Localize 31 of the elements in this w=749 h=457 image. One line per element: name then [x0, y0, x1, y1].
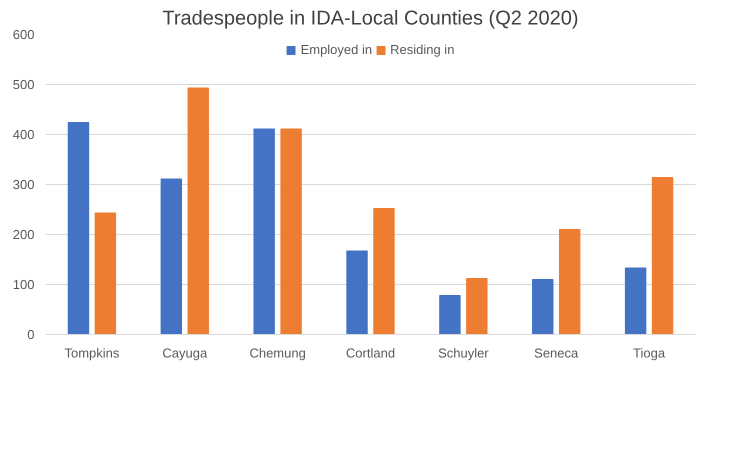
- bar: [373, 208, 395, 334]
- x-tick-label: Tompkins: [64, 346, 120, 360]
- y-tick-label: 600: [12, 27, 35, 42]
- bar: [68, 122, 90, 334]
- bar: [253, 128, 275, 334]
- x-tick-label: Seneca: [534, 346, 580, 360]
- bar: [280, 128, 302, 334]
- bar: [558, 229, 580, 334]
- y-tick-label: 0: [27, 327, 35, 342]
- bar: [652, 177, 674, 334]
- bar: [160, 178, 182, 334]
- bar: [532, 279, 554, 334]
- x-tick-label: Cayuga: [162, 346, 208, 360]
- bar: [188, 88, 209, 334]
- y-tick-label: 200: [12, 227, 35, 242]
- bar: [439, 295, 461, 334]
- y-tick-label: 400: [12, 127, 35, 142]
- bar: [94, 212, 116, 334]
- legend-label: Residing in: [390, 42, 454, 57]
- bar: [624, 268, 646, 334]
- chart-title: Tradespeople in IDA-Local Counties (Q2 2020): [162, 8, 579, 30]
- x-tick-label: Schuyler: [438, 346, 490, 360]
- y-tick-label: 500: [12, 77, 35, 92]
- x-tick-label: Cortland: [346, 346, 396, 360]
- bar: [466, 278, 488, 334]
- y-tick-label: 300: [12, 177, 35, 192]
- x-tick-label: Chemung: [249, 346, 306, 360]
- bar: [346, 250, 368, 334]
- y-tick-label: 100: [12, 277, 35, 292]
- legend-label: Employed in: [300, 42, 372, 57]
- x-tick-label: Tioga: [633, 346, 666, 360]
